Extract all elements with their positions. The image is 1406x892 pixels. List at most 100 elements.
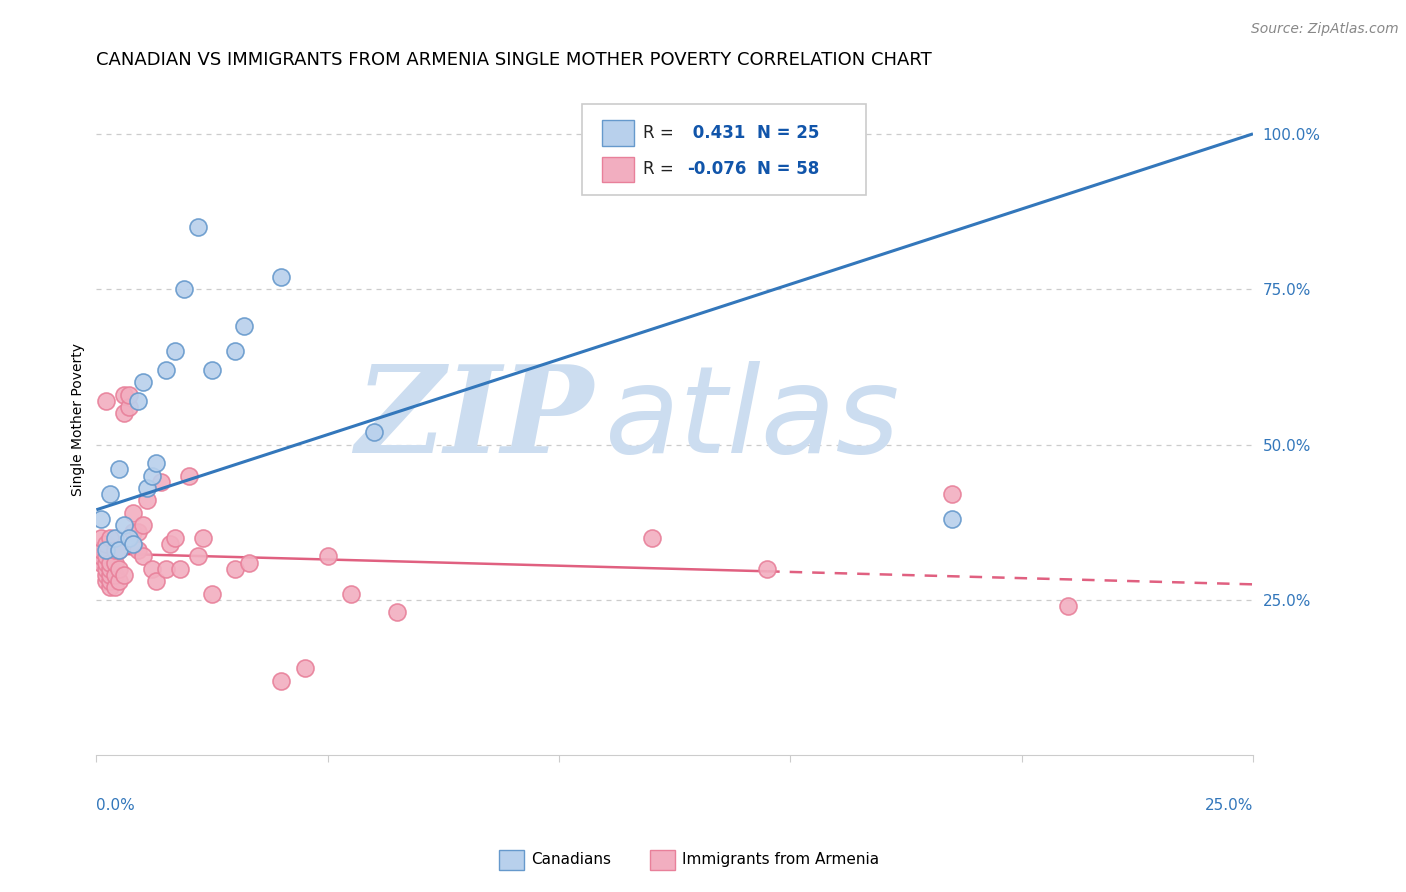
- Point: [1057, 599, 1080, 613]
- Point: [104, 531, 127, 545]
- Point: [127, 394, 149, 409]
- Text: ZIP: ZIP: [356, 360, 593, 479]
- Text: R =: R =: [644, 124, 679, 142]
- Point: [316, 549, 339, 564]
- Text: 25.0%: 25.0%: [1205, 798, 1253, 814]
- Text: N = 25: N = 25: [756, 124, 820, 142]
- Point: [112, 388, 135, 402]
- Point: [163, 344, 186, 359]
- Point: [90, 531, 112, 545]
- Bar: [602, 157, 634, 182]
- Text: CANADIAN VS IMMIGRANTS FROM ARMENIA SINGLE MOTHER POVERTY CORRELATION CHART: CANADIAN VS IMMIGRANTS FROM ARMENIA SING…: [97, 51, 932, 69]
- Point: [145, 574, 167, 589]
- Point: [108, 462, 131, 476]
- Point: [94, 562, 117, 576]
- Point: [118, 401, 141, 415]
- Point: [363, 425, 385, 439]
- Point: [270, 673, 292, 688]
- Point: [104, 543, 127, 558]
- Point: [141, 562, 163, 576]
- Point: [686, 145, 709, 160]
- Point: [270, 269, 292, 284]
- Point: [145, 456, 167, 470]
- Point: [233, 319, 256, 334]
- Point: [150, 475, 173, 489]
- Point: [112, 518, 135, 533]
- Point: [224, 562, 246, 576]
- Point: [136, 481, 159, 495]
- Point: [90, 512, 112, 526]
- Text: R =: R =: [644, 161, 679, 178]
- Point: [122, 524, 145, 539]
- Point: [94, 556, 117, 570]
- Point: [104, 581, 127, 595]
- Point: [112, 568, 135, 582]
- Point: [90, 543, 112, 558]
- Point: [136, 493, 159, 508]
- FancyBboxPatch shape: [582, 104, 866, 194]
- Point: [98, 562, 121, 576]
- Point: [94, 543, 117, 558]
- Point: [131, 518, 153, 533]
- Point: [385, 605, 408, 619]
- Point: [98, 556, 121, 570]
- Point: [108, 574, 131, 589]
- Text: Source: ZipAtlas.com: Source: ZipAtlas.com: [1251, 22, 1399, 37]
- Y-axis label: Single Mother Poverty: Single Mother Poverty: [72, 343, 86, 496]
- Point: [112, 407, 135, 421]
- Point: [98, 581, 121, 595]
- Point: [640, 531, 662, 545]
- Point: [118, 388, 141, 402]
- Point: [187, 220, 209, 235]
- Point: [98, 531, 121, 545]
- Point: [108, 543, 131, 558]
- Point: [94, 549, 117, 564]
- Point: [201, 587, 224, 601]
- Point: [173, 282, 195, 296]
- Point: [127, 543, 149, 558]
- Point: [941, 487, 963, 501]
- Text: atlas: atlas: [605, 361, 901, 478]
- Point: [94, 394, 117, 409]
- Point: [94, 568, 117, 582]
- Point: [169, 562, 191, 576]
- Point: [201, 363, 224, 377]
- Point: [98, 568, 121, 582]
- Point: [191, 531, 214, 545]
- Point: [131, 549, 153, 564]
- Point: [122, 506, 145, 520]
- Point: [941, 512, 963, 526]
- Point: [131, 376, 153, 390]
- Point: [122, 537, 145, 551]
- Bar: [602, 120, 634, 146]
- Point: [108, 543, 131, 558]
- Point: [104, 556, 127, 570]
- Point: [294, 661, 316, 675]
- Text: 0.431: 0.431: [688, 124, 745, 142]
- Point: [104, 568, 127, 582]
- Point: [756, 562, 779, 576]
- Point: [159, 537, 181, 551]
- Point: [90, 556, 112, 570]
- Point: [224, 344, 246, 359]
- Point: [340, 587, 363, 601]
- Point: [98, 487, 121, 501]
- Text: Immigrants from Armenia: Immigrants from Armenia: [682, 853, 879, 867]
- Text: N = 58: N = 58: [756, 161, 820, 178]
- Point: [94, 574, 117, 589]
- Point: [118, 531, 141, 545]
- Point: [163, 531, 186, 545]
- Point: [90, 549, 112, 564]
- Point: [155, 363, 177, 377]
- Text: Canadians: Canadians: [531, 853, 612, 867]
- Point: [98, 574, 121, 589]
- Point: [238, 556, 260, 570]
- Point: [187, 549, 209, 564]
- Text: 0.0%: 0.0%: [97, 798, 135, 814]
- Point: [155, 562, 177, 576]
- Point: [177, 468, 200, 483]
- Text: -0.076: -0.076: [688, 161, 747, 178]
- Point: [127, 524, 149, 539]
- Point: [94, 537, 117, 551]
- Point: [141, 468, 163, 483]
